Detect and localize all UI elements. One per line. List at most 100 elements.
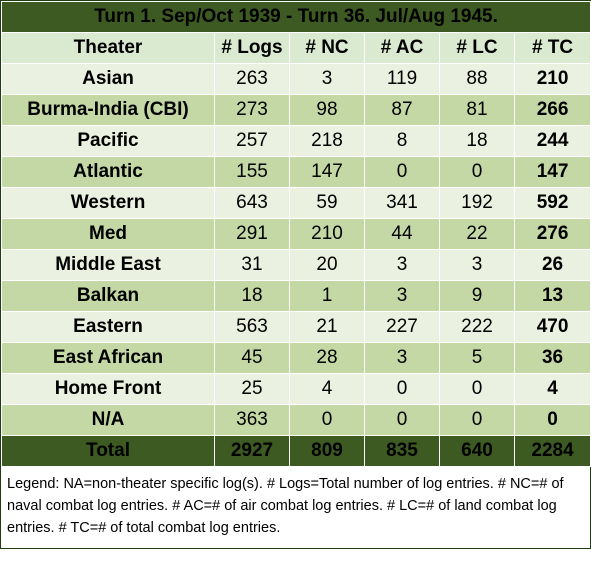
cell-logs: 563	[214, 311, 290, 343]
column-header-lc: # LC	[439, 32, 515, 64]
cell-tc: 470	[513, 311, 591, 343]
cell-lc: 5	[439, 342, 515, 374]
table-row: Asian 263 3 119 88 210	[1, 63, 591, 95]
cell-lc: 18	[439, 125, 515, 157]
cell-ac: 44	[364, 218, 440, 250]
cell-nc: 147	[289, 156, 365, 188]
table-row: Atlantic 155 147 0 0 147	[1, 156, 591, 188]
cell-lc: 222	[439, 311, 515, 343]
cell-tc: 36	[513, 342, 591, 374]
cell-theater: Home Front	[1, 373, 215, 405]
cell-ac: 3	[364, 249, 440, 281]
cell-logs: 273	[214, 94, 290, 126]
cell-theater: Pacific	[1, 125, 215, 157]
cell-tc: 244	[513, 125, 591, 157]
cell-tc: 4	[513, 373, 591, 405]
cell-lc: 192	[439, 187, 515, 219]
cell-theater: Western	[1, 187, 215, 219]
table-title-row: Turn 1. Sep/Oct 1939 - Turn 36. Jul/Aug …	[0, 1, 591, 33]
cell-lc: 22	[439, 218, 515, 250]
cell-logs: 25	[214, 373, 290, 405]
column-header-row: Theater # Logs # NC # AC # LC # TC	[1, 32, 591, 64]
cell-theater: Burma-India (CBI)	[1, 94, 215, 126]
cell-ac: 3	[364, 280, 440, 312]
cell-ac: 227	[364, 311, 440, 343]
cell-nc: 218	[289, 125, 365, 157]
cell-tc: 276	[513, 218, 591, 250]
cell-ac: 341	[364, 187, 440, 219]
legend-text: Legend: NA=non-theater specific log(s). …	[7, 476, 564, 536]
cell-ac: 8	[364, 125, 440, 157]
cell-logs: 31	[214, 249, 290, 281]
cell-logs: 155	[214, 156, 290, 188]
log-summary-table-panel: Turn 1. Sep/Oct 1939 - Turn 36. Jul/Aug …	[0, 0, 591, 549]
log-summary-table: Turn 1. Sep/Oct 1939 - Turn 36. Jul/Aug …	[0, 1, 591, 467]
cell-nc: 1	[289, 280, 365, 312]
total-lc: 640	[439, 435, 515, 467]
cell-ac: 87	[364, 94, 440, 126]
table-row: Med 291 210 44 22 276	[1, 218, 591, 250]
column-header-ac: # AC	[364, 32, 440, 64]
cell-theater: Asian	[1, 63, 215, 95]
total-ac: 835	[364, 435, 440, 467]
column-header-nc: # NC	[289, 32, 365, 64]
table-row: Burma-India (CBI) 273 98 87 81 266	[1, 94, 591, 126]
cell-lc: 3	[439, 249, 515, 281]
table-row: Middle East 31 20 3 3 26	[1, 249, 591, 281]
cell-nc: 21	[289, 311, 365, 343]
cell-tc: 0	[513, 404, 591, 436]
total-tc: 2284	[513, 435, 591, 467]
table-row: Eastern 563 21 227 222 470	[1, 311, 591, 343]
cell-logs: 291	[214, 218, 290, 250]
cell-ac: 0	[364, 373, 440, 405]
total-theater: Total	[1, 435, 215, 467]
cell-ac: 0	[364, 156, 440, 188]
cell-theater: Balkan	[1, 280, 215, 312]
column-header-theater: Theater	[1, 32, 215, 64]
cell-tc: 266	[513, 94, 591, 126]
total-row: Total 2927 809 835 640 2284	[1, 435, 591, 467]
cell-logs: 643	[214, 187, 290, 219]
column-header-tc: # TC	[513, 32, 591, 64]
cell-tc: 592	[513, 187, 591, 219]
total-nc: 809	[289, 435, 365, 467]
cell-theater: Med	[1, 218, 215, 250]
cell-logs: 257	[214, 125, 290, 157]
cell-tc: 26	[513, 249, 591, 281]
cell-tc: 13	[513, 280, 591, 312]
cell-logs: 363	[214, 404, 290, 436]
cell-lc: 0	[439, 404, 515, 436]
cell-nc: 59	[289, 187, 365, 219]
cell-tc: 210	[513, 63, 591, 95]
cell-ac: 119	[364, 63, 440, 95]
cell-lc: 81	[439, 94, 515, 126]
cell-nc: 98	[289, 94, 365, 126]
cell-tc: 147	[513, 156, 591, 188]
cell-nc: 210	[289, 218, 365, 250]
cell-nc: 4	[289, 373, 365, 405]
cell-ac: 3	[364, 342, 440, 374]
cell-theater: Eastern	[1, 311, 215, 343]
column-header-logs: # Logs	[214, 32, 290, 64]
table-title: Turn 1. Sep/Oct 1939 - Turn 36. Jul/Aug …	[0, 1, 591, 33]
cell-theater: Middle East	[1, 249, 215, 281]
cell-lc: 0	[439, 373, 515, 405]
cell-theater: Atlantic	[1, 156, 215, 188]
table-row: Western 643 59 341 192 592	[1, 187, 591, 219]
cell-nc: 20	[289, 249, 365, 281]
table-row: Balkan 18 1 3 9 13	[1, 280, 591, 312]
cell-nc: 28	[289, 342, 365, 374]
cell-theater: East African	[1, 342, 215, 374]
cell-logs: 18	[214, 280, 290, 312]
table-row: N/A 363 0 0 0 0	[1, 404, 591, 436]
table-row: Home Front 25 4 0 0 4	[1, 373, 591, 405]
cell-nc: 0	[289, 404, 365, 436]
cell-logs: 263	[214, 63, 290, 95]
cell-lc: 88	[439, 63, 515, 95]
cell-nc: 3	[289, 63, 365, 95]
table-row: East African 45 28 3 5 36	[1, 342, 591, 374]
cell-ac: 0	[364, 404, 440, 436]
cell-lc: 9	[439, 280, 515, 312]
cell-logs: 45	[214, 342, 290, 374]
table-row: Pacific 257 218 8 18 244	[1, 125, 591, 157]
